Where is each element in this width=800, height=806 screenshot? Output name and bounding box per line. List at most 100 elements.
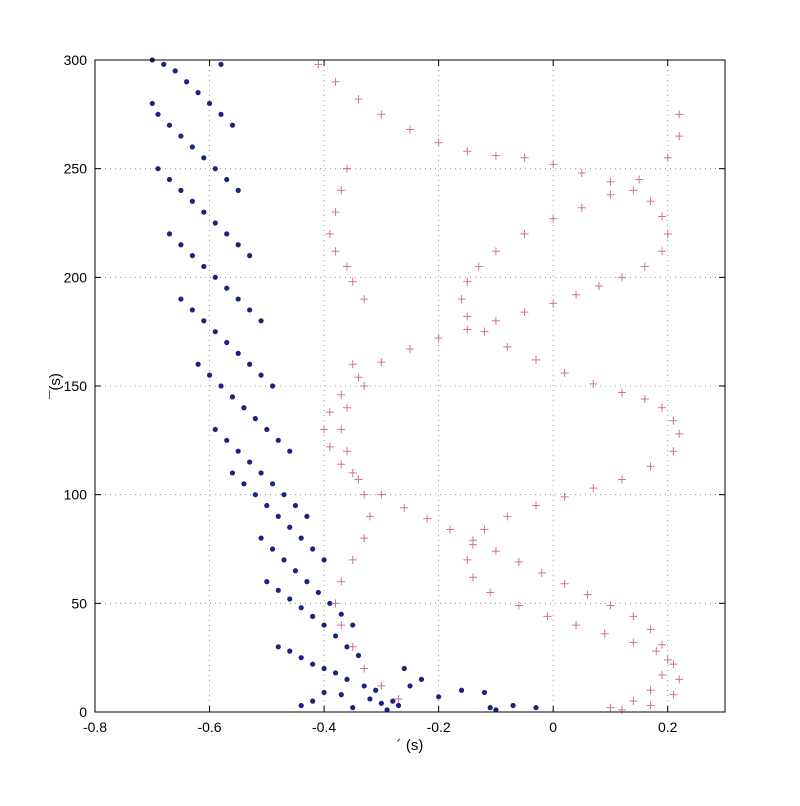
y-tick-label: 300 — [64, 52, 88, 68]
dot-point — [235, 350, 241, 356]
dot-point — [166, 176, 173, 183]
plus-point — [646, 625, 655, 634]
plus-point — [600, 629, 609, 638]
dot-point — [229, 470, 236, 476]
dot-point — [241, 405, 247, 411]
dot-point — [247, 307, 253, 313]
dot-point — [224, 437, 230, 443]
plus-point — [646, 197, 655, 206]
plus-point — [606, 177, 615, 186]
plus-point — [514, 558, 523, 567]
x-axis-label: ´ (s) — [397, 737, 424, 754]
plus-point — [314, 60, 323, 69]
plus-point — [560, 368, 569, 377]
plus-point — [572, 621, 581, 630]
dot-point — [258, 470, 264, 476]
dot-point — [218, 61, 224, 67]
dot-point — [247, 361, 253, 367]
plus-point — [537, 568, 546, 577]
dot-point — [252, 492, 258, 498]
dot-point — [332, 633, 339, 639]
plus-point — [343, 403, 351, 412]
dot-point — [235, 187, 241, 193]
dot-point — [212, 329, 218, 335]
plus-point — [491, 547, 500, 556]
dot-point — [401, 665, 407, 672]
plus-point — [514, 601, 523, 610]
plus-point — [669, 660, 678, 669]
dot-point — [298, 702, 304, 709]
dot-point — [241, 481, 247, 487]
plus-point — [337, 186, 346, 195]
plus-point — [669, 690, 678, 699]
dot-point — [189, 198, 195, 204]
dot-point — [206, 372, 213, 378]
plus-point — [320, 425, 329, 434]
plus-point — [463, 277, 472, 286]
plus-point — [675, 110, 684, 119]
plus-point — [560, 579, 569, 588]
dot-point — [184, 79, 190, 85]
plus-point — [669, 416, 678, 425]
plus-point — [331, 599, 340, 608]
plus-point — [658, 212, 666, 221]
plus-point — [589, 484, 598, 493]
dot-point — [510, 702, 516, 709]
dot-point — [436, 694, 442, 700]
plus-point — [675, 675, 684, 684]
dot-point — [247, 253, 253, 259]
plus-point — [663, 655, 672, 664]
dot-point — [189, 307, 195, 313]
plus-point — [658, 403, 666, 412]
dot-point — [292, 502, 299, 509]
plus-point — [520, 229, 529, 238]
x-tick-label: -0.8 — [83, 719, 107, 735]
plus-point — [640, 395, 649, 404]
dot-point — [321, 665, 327, 672]
dot-point — [201, 318, 207, 324]
plus-point — [337, 425, 346, 434]
dot-point — [264, 502, 270, 509]
plus-point — [348, 360, 357, 369]
plus-point — [325, 408, 334, 417]
plus-point — [434, 334, 443, 343]
plus-point — [400, 503, 409, 512]
dot-point — [275, 513, 281, 520]
dot-point — [390, 698, 396, 704]
dot-point — [235, 448, 241, 454]
dot-point — [287, 648, 293, 654]
y-tick-label: 200 — [64, 269, 88, 285]
plus-point — [606, 190, 615, 199]
dot-point — [458, 687, 465, 693]
dot-point — [149, 100, 155, 107]
dot-point — [172, 68, 178, 74]
dot-point — [327, 600, 333, 606]
dot-point — [355, 652, 362, 659]
dot-point — [212, 274, 218, 280]
dot-point — [407, 683, 413, 689]
dot-point — [189, 253, 195, 259]
dot-point — [178, 187, 184, 193]
dot-point — [258, 535, 264, 541]
plus-point — [675, 429, 684, 438]
dot-point — [235, 242, 241, 248]
plus-point — [549, 299, 558, 308]
plus-point — [520, 308, 529, 317]
dot-point — [195, 90, 201, 96]
dot-point — [258, 318, 264, 324]
plus-point — [377, 681, 386, 690]
plus-point — [675, 132, 684, 141]
dot-point — [373, 687, 379, 693]
plus-point — [640, 262, 649, 271]
dot-point — [350, 622, 356, 628]
dot-point — [487, 705, 493, 711]
plus-point — [652, 647, 661, 656]
plus-point — [646, 462, 655, 471]
plus-point — [337, 577, 346, 586]
dot-point — [212, 426, 218, 433]
dot-point — [155, 111, 161, 117]
plus-point — [629, 186, 638, 195]
plus-point — [663, 229, 672, 238]
x-tick-label: 0 — [549, 719, 557, 735]
dot-point — [224, 176, 230, 183]
